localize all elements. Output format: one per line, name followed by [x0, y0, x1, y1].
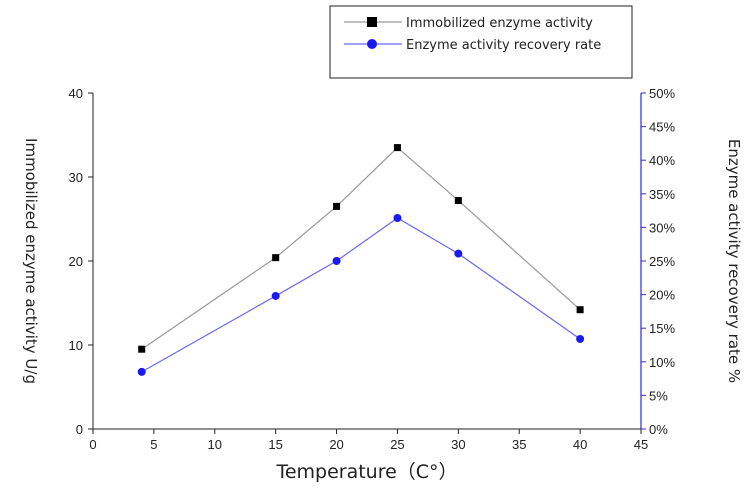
data-point-square [138, 345, 146, 353]
data-point-circle [271, 291, 280, 300]
y2-tick-label: 35% [649, 187, 675, 202]
series-line-2 [141, 217, 581, 373]
legend-label: Enzyme activity recovery rate [406, 38, 601, 53]
x-tick-label: 35 [512, 437, 526, 452]
x-tick-label: 10 [208, 437, 222, 452]
y2-axis-title: Enzyme activity recovery rate % [725, 139, 743, 383]
x-tick-label: 30 [451, 437, 465, 452]
data-point-circle [454, 249, 463, 258]
y-tick-label: 30 [69, 170, 83, 185]
x-tick-label: 5 [150, 437, 157, 452]
y2-tick-label: 20% [649, 288, 675, 303]
plot-frame [92, 93, 642, 430]
data-point-square [272, 254, 280, 262]
y-tick-label: 10 [69, 338, 83, 353]
y-tick-label: 20 [69, 254, 83, 269]
legend-circle-icon [367, 39, 377, 49]
data-point-square [393, 144, 401, 152]
y2-tick-label: 15% [649, 321, 675, 336]
x-tick-label: 25 [390, 437, 404, 452]
x-tick-label: 40 [573, 437, 587, 452]
y-tick-label: 40 [69, 86, 83, 101]
y2-tick-label: 40% [649, 153, 675, 168]
x-tick-label: 15 [268, 437, 282, 452]
x-axis-title: Temperature（C°） [275, 461, 457, 483]
legend-label: Immobilized enzyme activity [406, 16, 593, 31]
x-axis-ticks: 0 5 10 15 20 25 30 35 40 45 [89, 429, 648, 452]
data-point-square [333, 202, 341, 210]
series-line-1 [141, 146, 581, 350]
x-tick-label: 0 [89, 437, 96, 452]
series-layer [137, 144, 585, 376]
y2-tick-label: 10% [649, 355, 675, 370]
legend-square-icon [367, 17, 377, 27]
data-point-square [454, 197, 462, 205]
y2-axis-ticks: 0% 5% 10% 15% 20% 25% 30% 35% 40% 45% 50% [641, 86, 675, 437]
x-tick-label: 45 [634, 437, 648, 452]
y2-tick-label: 30% [649, 220, 675, 235]
y-axis-ticks: 0 10 20 30 40 [69, 86, 93, 437]
data-point-circle [332, 257, 341, 265]
data-point-circle [393, 213, 402, 222]
legend-box [329, 5, 633, 79]
y2-tick-label: 50% [649, 86, 675, 101]
data-point-circle [576, 334, 585, 343]
data-point-circle [137, 367, 146, 376]
y2-tick-label: 25% [649, 254, 675, 269]
y2-tick-label: 0% [649, 422, 668, 437]
x-tick-label: 20 [329, 437, 343, 452]
y2-tick-label: 45% [649, 120, 675, 135]
data-point-square [576, 306, 584, 314]
y-axis-title: Immobilized enzyme activity U/g [22, 138, 40, 384]
y-tick-label: 0 [76, 422, 83, 437]
legend: Immobilized enzyme activity Enzyme activi… [329, 5, 633, 79]
y2-tick-label: 5% [649, 388, 668, 403]
